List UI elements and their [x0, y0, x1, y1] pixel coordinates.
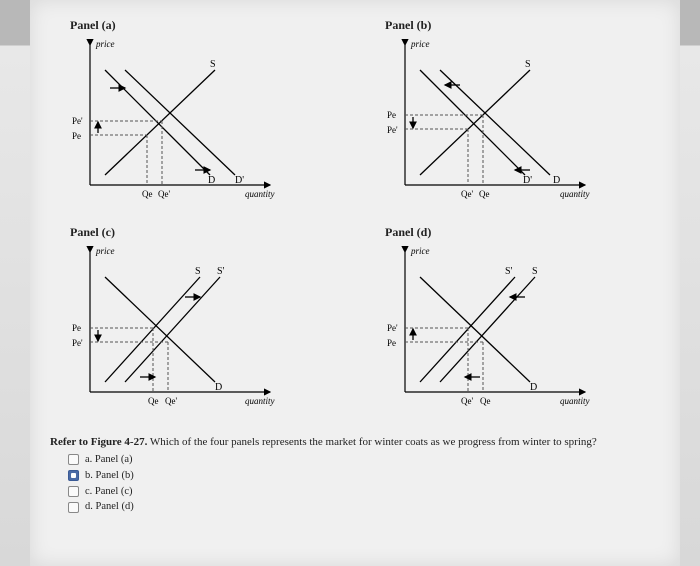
panel-c-chart: price quantity S S' D Pe: [50, 242, 290, 422]
radio-icon[interactable]: [68, 502, 79, 513]
options-list: a. Panel (a) b. Panel (b) c. Panel (c) d…: [68, 452, 660, 515]
question-text: Which of the four panels represents the …: [150, 436, 597, 448]
panels-grid: Panel (a) price quantity S: [50, 18, 660, 422]
radio-icon[interactable]: [68, 454, 79, 465]
panel-a-ylabel: price: [95, 39, 115, 49]
panel-d-chart: price quantity S S' D Pe: [365, 242, 605, 422]
panel-b: Panel (b) price quantity S: [365, 18, 660, 215]
svg-text:price: price: [410, 39, 430, 49]
svg-text:Qe: Qe: [479, 189, 490, 199]
worksheet-page: Panel (a) price quantity S: [30, 0, 680, 566]
svg-text:quantity: quantity: [560, 189, 590, 199]
svg-text:Qe: Qe: [148, 396, 159, 406]
option-b[interactable]: b. Panel (b): [68, 468, 660, 484]
svg-text:Pe': Pe': [72, 338, 83, 348]
option-c[interactable]: c. Panel (c): [68, 484, 660, 500]
svg-text:price: price: [410, 246, 430, 256]
svg-text:D: D: [553, 175, 560, 186]
svg-text:Qe: Qe: [480, 396, 491, 406]
svg-text:quantity: quantity: [560, 396, 590, 406]
panel-b-chart: price quantity S D D' Pe: [365, 35, 605, 215]
svg-text:Qe': Qe': [461, 189, 473, 199]
panel-a: Panel (a) price quantity S: [50, 18, 345, 215]
svg-text:D': D': [523, 175, 532, 186]
radio-icon[interactable]: [68, 486, 79, 497]
panel-b-title: Panel (b): [385, 18, 660, 33]
svg-text:quantity: quantity: [245, 396, 275, 406]
panel-a-d2: D': [235, 175, 244, 186]
option-a[interactable]: a. Panel (a): [68, 452, 660, 468]
panel-a-pe: Pe: [72, 131, 81, 141]
radio-icon[interactable]: [68, 470, 79, 481]
panel-a-xlabel: quantity: [245, 189, 275, 199]
svg-text:S: S: [195, 266, 201, 277]
option-d[interactable]: d. Panel (d): [68, 499, 660, 515]
svg-text:Qe': Qe': [461, 396, 473, 406]
panel-a-s: S: [210, 59, 216, 70]
svg-text:S': S': [217, 266, 225, 277]
svg-text:D: D: [530, 382, 537, 393]
option-b-label: b. Panel (b): [85, 468, 134, 484]
option-d-label: d. Panel (d): [85, 499, 134, 515]
panel-d-title: Panel (d): [385, 225, 660, 240]
svg-text:S': S': [505, 266, 513, 277]
panel-a-qe2: Qe': [158, 189, 170, 199]
panel-a-qe: Qe: [142, 189, 153, 199]
svg-text:Pe: Pe: [387, 338, 396, 348]
svg-text:Pe: Pe: [72, 323, 81, 333]
svg-text:S: S: [532, 266, 538, 277]
panel-d: Panel (d) price quantity S: [365, 225, 660, 422]
panel-a-chart: price quantity S D D' Pe: [50, 35, 290, 215]
svg-text:D: D: [215, 382, 222, 393]
panel-a-pe2: Pe': [72, 116, 83, 126]
svg-text:Qe': Qe': [165, 396, 177, 406]
svg-text:Pe: Pe: [387, 110, 396, 120]
svg-text:Pe': Pe': [387, 125, 398, 135]
question-reference: Refer to Figure 4-27.: [50, 436, 147, 448]
svg-text:price: price: [95, 246, 115, 256]
question-block: Refer to Figure 4-27. Which of the four …: [50, 436, 660, 515]
panel-c-title: Panel (c): [70, 225, 345, 240]
panel-c: Panel (c) price quantity S: [50, 225, 345, 422]
panel-a-d: D: [208, 175, 215, 186]
question-prompt: Refer to Figure 4-27. Which of the four …: [50, 436, 660, 448]
option-c-label: c. Panel (c): [85, 484, 133, 500]
panel-a-title: Panel (a): [70, 18, 345, 33]
svg-text:S: S: [525, 59, 531, 70]
svg-text:Pe': Pe': [387, 323, 398, 333]
option-a-label: a. Panel (a): [85, 452, 133, 468]
